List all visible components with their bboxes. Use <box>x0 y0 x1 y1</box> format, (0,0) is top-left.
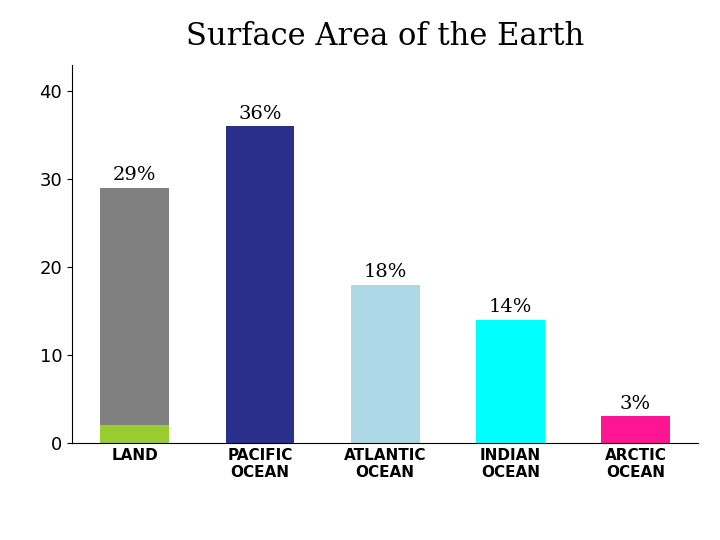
Text: 3%: 3% <box>620 395 651 413</box>
Title: Surface Area of the Earth: Surface Area of the Earth <box>186 22 585 52</box>
Bar <box>101 425 169 443</box>
Bar <box>351 285 420 443</box>
Text: 29%: 29% <box>113 166 157 184</box>
Text: 14%: 14% <box>489 298 532 316</box>
Bar <box>476 320 545 443</box>
Text: 18%: 18% <box>364 263 407 281</box>
Bar <box>225 126 294 443</box>
Text: 36%: 36% <box>238 105 282 123</box>
Bar <box>601 416 670 443</box>
Bar <box>101 188 169 425</box>
